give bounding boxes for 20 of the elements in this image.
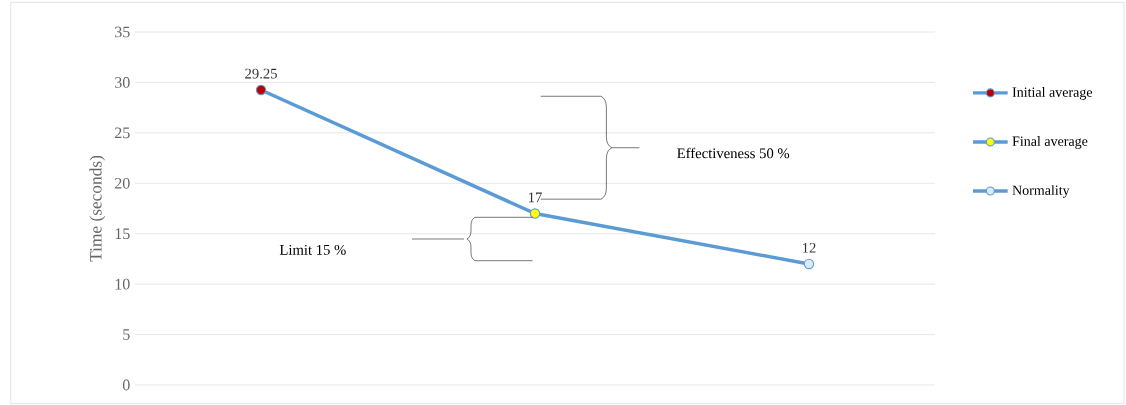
y-tick-label: 15 — [115, 228, 130, 240]
annotation: Limit 15 % — [279, 244, 346, 255]
y-axis-title: Time (seconds) — [89, 155, 106, 262]
data-label: 17 — [528, 192, 542, 203]
annotation: Effectiveness 50 % — [677, 147, 790, 159]
point — [529, 208, 541, 219]
y-tick-label: 30 — [115, 77, 130, 88]
data-label: 12 — [802, 242, 816, 253]
y-tick-label: 5 — [123, 329, 130, 340]
y-tick-label: 10 — [115, 278, 130, 290]
legend-label: Normality — [1012, 185, 1070, 198]
point — [803, 258, 815, 270]
point — [255, 84, 267, 96]
y-tick-label: 0 — [122, 379, 130, 391]
y-tick-label: 35 — [115, 26, 130, 38]
legend-label: Final average — [1012, 136, 1088, 149]
y-tick-label: 20 — [115, 177, 130, 189]
y-tick-label: 25 — [115, 127, 130, 139]
data-label: 29.25 — [245, 68, 277, 79]
legend-label: Initial average — [1012, 87, 1093, 100]
